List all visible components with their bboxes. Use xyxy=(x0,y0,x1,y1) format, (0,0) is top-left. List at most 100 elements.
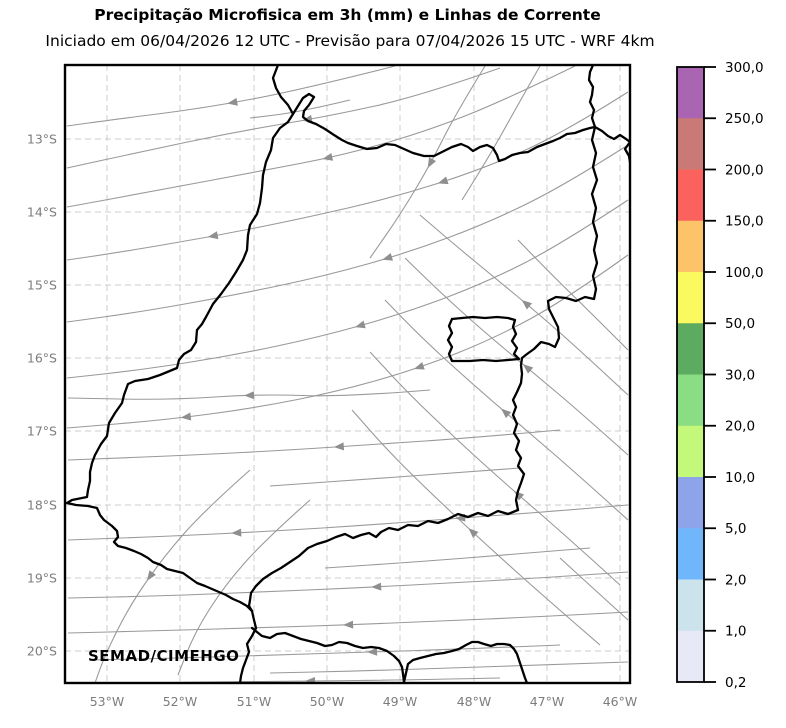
colorbar-tick-label: 2,0 xyxy=(725,572,746,588)
streamline-arrow-icon xyxy=(413,361,425,370)
colorbar-segment xyxy=(677,169,704,222)
colorbar-tick-label: 20,0 xyxy=(725,419,755,435)
streamline xyxy=(177,499,311,676)
colorbar-tick-label: 200,0 xyxy=(725,162,764,178)
lon-tick-label: 51°W xyxy=(237,694,272,709)
lon-tick-label: 50°W xyxy=(310,694,345,709)
colorbar-segment xyxy=(677,220,704,273)
colorbar-segment xyxy=(677,67,704,119)
boundary-paranaiba-river-south-border xyxy=(250,626,529,683)
colorbar-tick-label: 50,0 xyxy=(725,316,755,332)
colorbar-segment xyxy=(677,425,704,478)
streamline xyxy=(324,547,591,569)
streamline-arrow-icon xyxy=(501,408,512,419)
streamline xyxy=(517,239,629,351)
lon-tick-label: 48°W xyxy=(457,694,492,709)
boundary-goias-south-lobe xyxy=(247,508,520,613)
streamline-arrow-icon xyxy=(522,364,534,374)
lat-tick-label: 17°S xyxy=(27,424,57,439)
lat-tick-label: 14°S xyxy=(27,205,57,220)
colorbar-segment xyxy=(677,579,704,632)
streamline xyxy=(67,389,431,400)
colorbar-tick-label: 5,0 xyxy=(725,521,746,537)
colorbar-tick-label: 100,0 xyxy=(725,265,764,281)
colorbar-tick-label: 10,0 xyxy=(725,470,755,486)
streamline xyxy=(66,67,501,169)
streamline xyxy=(369,351,621,586)
colorbar-tick-label: 300,0 xyxy=(725,60,764,76)
streamline-arrow-icon xyxy=(343,620,354,629)
streamline xyxy=(404,257,629,456)
streamline-arrow-icon xyxy=(382,253,393,261)
streamline xyxy=(67,429,561,461)
streamline xyxy=(559,557,629,621)
colorbar-segment xyxy=(677,272,704,324)
boundary-goias-north xyxy=(291,92,597,163)
boundary-goias-northeast-to-edge xyxy=(593,125,630,164)
streamline xyxy=(369,65,486,259)
colorbar-segment xyxy=(677,528,704,580)
streamline xyxy=(66,254,629,429)
streamline xyxy=(269,467,521,487)
streamline xyxy=(66,65,576,208)
axis-labels: 13°S 14°S 15°S 16°S 17°S 18°S 19°S 20°S 53°W 52°W… xyxy=(27,132,637,710)
boundary-goias-northeast-vertical xyxy=(587,65,597,129)
streamline xyxy=(67,504,629,541)
lon-tick-label: 53°W xyxy=(90,694,125,709)
boundary-distrito-federal xyxy=(446,315,521,363)
streamline-arrow-icon xyxy=(437,176,449,185)
lat-tick-label: 19°S xyxy=(27,571,57,586)
lon-tick-label: 49°W xyxy=(383,694,418,709)
colorbar-segment xyxy=(677,323,704,375)
streamline xyxy=(66,199,629,379)
streamlines xyxy=(66,65,629,683)
streamline-arrow-icon xyxy=(231,528,242,537)
colorbar-segment xyxy=(677,118,704,170)
streamline xyxy=(66,91,629,261)
lat-tick-label: 13°S xyxy=(27,132,57,147)
gridlines xyxy=(65,65,630,683)
streamline xyxy=(67,571,629,599)
streamline-arrow-icon xyxy=(244,391,255,400)
colorbar-segment xyxy=(677,374,704,427)
streamline-arrow-icon xyxy=(227,97,238,106)
streamline xyxy=(67,611,629,634)
streamline xyxy=(419,214,629,396)
colorbar-tick-label: 1,0 xyxy=(725,624,746,640)
state-boundaries xyxy=(65,65,630,683)
colorbar-tick-label: 250,0 xyxy=(725,111,764,127)
streamline xyxy=(249,99,351,119)
chart-title: Precipitação Microfisica em 3h (mm) e Li… xyxy=(94,6,601,24)
boundary-goias-east xyxy=(511,125,599,512)
streamline-arrow-icon xyxy=(468,528,479,538)
streamline-arrow-icon xyxy=(333,442,345,451)
streamline xyxy=(66,144,629,323)
agency-watermark: SEMAD/CIMEHGO xyxy=(88,647,240,665)
colorbar-tick-label: 0,2 xyxy=(725,675,746,691)
streamline-arrow-icon xyxy=(207,231,219,240)
lon-tick-label: 46°W xyxy=(603,694,638,709)
lat-tick-label: 18°S xyxy=(27,498,57,513)
streamline-arrow-icon xyxy=(354,320,366,329)
colorbar-tick-label: 30,0 xyxy=(725,367,755,383)
colorbar: 300,0 250,0 200,0 150,0 100,0 50,0 30,0 20,0 10,… xyxy=(676,60,764,691)
streamline xyxy=(384,299,629,521)
lat-tick-label: 16°S xyxy=(27,351,57,366)
streamline-arrow-icon xyxy=(180,412,192,421)
streamline xyxy=(351,409,601,646)
streamline xyxy=(269,661,629,674)
streamline xyxy=(461,65,541,201)
streamline xyxy=(66,65,396,127)
boundary-goias-west-and-southwest xyxy=(65,65,295,683)
streamline-arrow-icon xyxy=(146,570,156,581)
colorbar-segment xyxy=(677,477,704,529)
streamline-arrow-icon xyxy=(322,152,334,161)
lon-tick-label: 47°W xyxy=(530,694,565,709)
streamline-arrow-icon xyxy=(367,647,378,656)
lon-tick-label: 52°W xyxy=(163,694,198,709)
lat-tick-label: 20°S xyxy=(27,644,57,659)
streamline-arrow-icon xyxy=(427,157,437,168)
colorbar-segment xyxy=(677,630,704,683)
